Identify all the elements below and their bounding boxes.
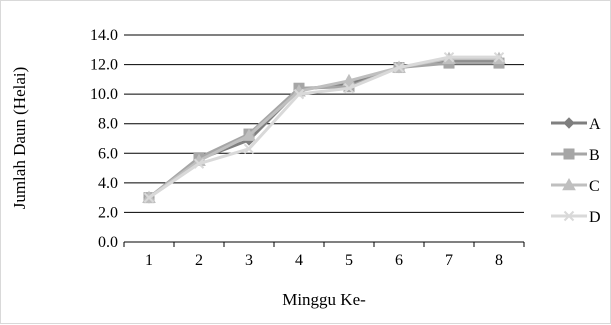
y-tick-label: 10.0 <box>90 86 118 103</box>
y-tick-label: 14.0 <box>90 27 118 44</box>
series-line <box>148 60 499 199</box>
x-tick-label: 8 <box>495 252 503 269</box>
tick-labels: 0.0 2.0 4.0 6.0 8.0 10.0 12.0 14.0 1 2 3 4 5 6 7 8 <box>90 27 503 269</box>
data-point <box>193 158 205 169</box>
marker-stroke <box>493 51 505 63</box>
series-a <box>143 55 505 204</box>
x-tick-label: 4 <box>295 252 303 269</box>
legend-label: D <box>589 209 601 226</box>
legend-label: C <box>589 178 600 195</box>
x-tick-label: 5 <box>345 252 353 269</box>
marker-stroke <box>243 143 255 155</box>
legend-item-a: A <box>551 116 601 133</box>
y-tick-label: 8.0 <box>98 116 118 133</box>
legend-marker <box>563 148 575 160</box>
marker-stroke <box>343 83 355 94</box>
data-point <box>242 128 256 141</box>
legend-item-b: B <box>551 147 600 164</box>
y-tick-label: 4.0 <box>98 175 118 192</box>
series-line <box>148 55 499 199</box>
axes <box>123 241 525 247</box>
series-line <box>148 61 499 199</box>
gridlines <box>124 34 524 213</box>
x-tick-label: 2 <box>195 252 203 269</box>
legend-label: A <box>589 116 601 133</box>
data-point <box>243 143 255 155</box>
series-b <box>143 57 505 204</box>
series-d <box>143 51 505 203</box>
x-axis-title: Minggu Ke- <box>282 290 366 309</box>
marker-stroke <box>143 192 155 203</box>
data-point <box>343 83 355 94</box>
series-line <box>148 57 499 199</box>
marker-stroke <box>563 210 575 222</box>
x-tick-label: 1 <box>145 252 153 269</box>
marker-stroke <box>443 51 455 63</box>
y-tick-label: 2.0 <box>98 204 118 221</box>
data-point <box>393 62 405 73</box>
y-tick-label: 6.0 <box>98 145 118 162</box>
data-point <box>293 88 305 100</box>
y-tick-label: 0.0 <box>98 234 118 251</box>
series-c <box>142 51 506 203</box>
legend-label: B <box>589 147 600 164</box>
legend-marker <box>562 177 576 191</box>
y-axis-title: Jumlah Daun (Helai) <box>10 67 29 210</box>
data-point <box>143 192 155 203</box>
marker-stroke <box>293 88 305 100</box>
x-tick-label: 3 <box>245 252 253 269</box>
legend-marker <box>563 117 575 129</box>
legend-item-c: C <box>551 177 600 195</box>
legend-marker <box>563 210 575 222</box>
legend-item-d: D <box>551 209 601 226</box>
y-tick-label: 12.0 <box>90 57 118 74</box>
marker-stroke <box>393 62 405 73</box>
x-tick-label: 6 <box>395 252 403 269</box>
data-point <box>342 73 356 87</box>
data-point <box>493 51 505 63</box>
data-point <box>443 51 455 63</box>
marker-stroke <box>193 158 205 169</box>
series-group <box>142 51 506 204</box>
x-tick-label: 7 <box>445 252 453 269</box>
